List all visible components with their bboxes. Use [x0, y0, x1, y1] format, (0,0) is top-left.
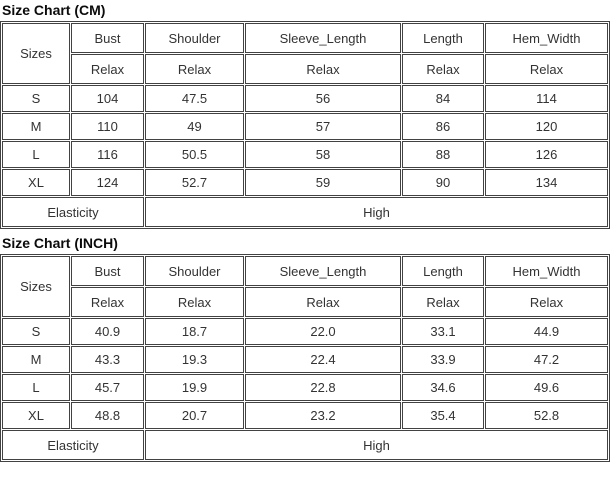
relax-subheader: Relax [71, 54, 144, 84]
measurement-value: 47.5 [145, 85, 244, 112]
measurement-value: 86 [402, 113, 484, 140]
col-header-shoulder: Shoulder [145, 256, 244, 286]
size-label: S [2, 318, 70, 345]
table-row-m: M 43.3 19.3 22.4 33.9 47.2 [2, 346, 608, 373]
measurement-value: 124 [71, 169, 144, 196]
measurement-value: 18.7 [145, 318, 244, 345]
relax-subheader: Relax [145, 287, 244, 317]
size-chart-page: Size Chart (CM) Sizes Bust Shoulder Slee… [0, 0, 610, 462]
measurement-value: 33.9 [402, 346, 484, 373]
col-header-length: Length [402, 23, 484, 53]
measurement-value: 50.5 [145, 141, 244, 168]
size-label: L [2, 141, 70, 168]
measurement-value: 88 [402, 141, 484, 168]
size-chart-cm-title: Size Chart (CM) [2, 2, 106, 18]
size-chart-inch-title: Size Chart (INCH) [2, 235, 118, 251]
col-header-bust: Bust [71, 256, 144, 286]
size-chart-cm-table: Sizes Bust Shoulder Sleeve_Length Length… [0, 21, 610, 229]
measurement-value: 20.7 [145, 402, 244, 429]
elasticity-row: Elasticity High [2, 197, 608, 227]
measurement-value: 43.3 [71, 346, 144, 373]
measurement-value: 126 [485, 141, 608, 168]
measurement-value: 84 [402, 85, 484, 112]
measurement-value: 23.2 [245, 402, 401, 429]
col-header-shoulder: Shoulder [145, 23, 244, 53]
col-header-hem-width: Hem_Width [485, 256, 608, 286]
table-row-xl: XL 124 52.7 59 90 134 [2, 169, 608, 196]
size-label: M [2, 346, 70, 373]
measurement-value: 120 [485, 113, 608, 140]
size-chart-inch-table: Sizes Bust Shoulder Sleeve_Length Length… [0, 254, 610, 462]
size-label: L [2, 374, 70, 401]
measurement-value: 110 [71, 113, 144, 140]
size-label: XL [2, 169, 70, 196]
measurement-value: 48.8 [71, 402, 144, 429]
measurement-value: 22.4 [245, 346, 401, 373]
size-chart-cm-section: Size Chart (CM) Sizes Bust Shoulder Slee… [0, 0, 610, 229]
measurement-value: 44.9 [485, 318, 608, 345]
relax-subheader: Relax [245, 54, 401, 84]
relax-subheader: Relax [145, 54, 244, 84]
col-header-bust: Bust [71, 23, 144, 53]
relax-subheader: Relax [71, 287, 144, 317]
relax-subheader: Relax [485, 54, 608, 84]
measurement-value: 116 [71, 141, 144, 168]
table-row-m: M 110 49 57 86 120 [2, 113, 608, 140]
measurement-value: 49 [145, 113, 244, 140]
measurement-value: 52.7 [145, 169, 244, 196]
table-row-l: L 45.7 19.9 22.8 34.6 49.6 [2, 374, 608, 401]
relax-subheader: Relax [245, 287, 401, 317]
col-header-hem-width: Hem_Width [485, 23, 608, 53]
col-header-sizes: Sizes [2, 23, 70, 84]
elasticity-row: Elasticity High [2, 430, 608, 460]
size-label: XL [2, 402, 70, 429]
measurement-value: 22.0 [245, 318, 401, 345]
measurement-value: 59 [245, 169, 401, 196]
table-row-s: S 104 47.5 56 84 114 [2, 85, 608, 112]
measurement-value: 33.1 [402, 318, 484, 345]
measurement-value: 57 [245, 113, 401, 140]
size-chart-inch-section: Size Chart (INCH) Sizes Bust Shoulder Sl… [0, 229, 610, 462]
header-row: Sizes Bust Shoulder Sleeve_Length Length… [2, 23, 608, 84]
relax-subheader: Relax [485, 287, 608, 317]
elasticity-value: High [145, 197, 608, 227]
measurement-value: 58 [245, 141, 401, 168]
table-row-xl: XL 48.8 20.7 23.2 35.4 52.8 [2, 402, 608, 429]
measurement-value: 40.9 [71, 318, 144, 345]
elasticity-label: Elasticity [2, 197, 144, 227]
measurement-value: 49.6 [485, 374, 608, 401]
measurement-value: 45.7 [71, 374, 144, 401]
header-row: Sizes Bust Shoulder Sleeve_Length Length… [2, 256, 608, 317]
table-row-l: L 116 50.5 58 88 126 [2, 141, 608, 168]
measurement-value: 35.4 [402, 402, 484, 429]
measurement-value: 104 [71, 85, 144, 112]
measurement-value: 52.8 [485, 402, 608, 429]
measurement-value: 114 [485, 85, 608, 112]
relax-subheader: Relax [402, 287, 484, 317]
relax-subheader: Relax [402, 54, 484, 84]
size-label: S [2, 85, 70, 112]
col-header-sleeve-length: Sleeve_Length [245, 256, 401, 286]
subheader-row: Relax Relax Relax Relax Relax [2, 54, 608, 84]
measurement-value: 56 [245, 85, 401, 112]
size-label: M [2, 113, 70, 140]
measurement-value: 22.8 [245, 374, 401, 401]
col-header-sizes: Sizes [2, 256, 70, 317]
elasticity-value: High [145, 430, 608, 460]
col-header-sleeve-length: Sleeve_Length [245, 23, 401, 53]
col-header-length: Length [402, 256, 484, 286]
measurement-value: 34.6 [402, 374, 484, 401]
measurement-value: 47.2 [485, 346, 608, 373]
table-row-s: S 40.9 18.7 22.0 33.1 44.9 [2, 318, 608, 345]
measurement-value: 19.9 [145, 374, 244, 401]
subheader-row: Relax Relax Relax Relax Relax [2, 287, 608, 317]
elasticity-label: Elasticity [2, 430, 144, 460]
measurement-value: 134 [485, 169, 608, 196]
measurement-value: 90 [402, 169, 484, 196]
measurement-value: 19.3 [145, 346, 244, 373]
